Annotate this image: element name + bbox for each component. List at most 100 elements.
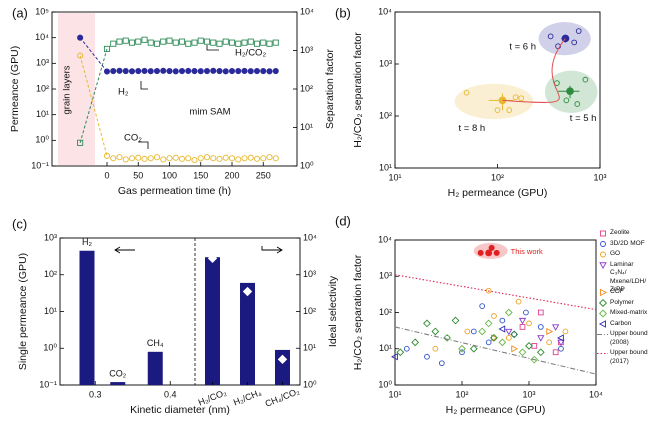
point	[210, 39, 217, 46]
point	[479, 303, 486, 309]
point	[172, 68, 179, 75]
legend-label: Laminar C₃N₄/ Mxene/LDH/ ZrPP	[610, 260, 647, 294]
point	[411, 338, 420, 347]
this-work-bead	[477, 249, 484, 256]
panel-label: (d)	[335, 213, 351, 228]
point	[116, 67, 123, 74]
point	[511, 345, 519, 353]
y-tick-label: 10¹	[36, 109, 49, 119]
legend-label: Zeolite	[610, 229, 630, 236]
y-tick-label: 10¹	[379, 343, 392, 353]
point	[178, 68, 186, 75]
plot-frame	[394, 239, 597, 386]
y2-tick-label: 10³	[303, 269, 316, 279]
y-tick-label: 10⁻¹	[39, 379, 57, 389]
point	[260, 39, 267, 46]
point	[241, 155, 248, 162]
point	[203, 154, 211, 161]
y-tick-label: 10³	[36, 58, 49, 68]
y-tick-label: 10²	[44, 269, 57, 279]
point	[491, 334, 498, 342]
point	[515, 298, 522, 305]
x-tick-label: 10³	[593, 172, 606, 182]
point	[241, 67, 248, 74]
point	[241, 39, 248, 46]
point	[574, 101, 581, 107]
point	[547, 33, 554, 40]
x-tick-label: H₂/CH₄	[232, 387, 263, 407]
x-tick-label: 10²	[455, 389, 468, 399]
point	[505, 334, 512, 341]
point	[216, 68, 223, 75]
panel-label: (c)	[12, 216, 27, 231]
y2-tick-label: 10²	[300, 83, 313, 93]
point	[552, 324, 560, 331]
point	[147, 68, 154, 75]
point	[185, 40, 192, 47]
y-tick-label: 10³	[379, 271, 392, 281]
point	[563, 97, 570, 104]
this-work-point	[485, 249, 493, 257]
x-tick-label: 0	[104, 170, 109, 180]
point	[253, 155, 261, 162]
axis-arrow	[261, 246, 283, 254]
y-tick-label: 10³	[379, 58, 392, 68]
point	[525, 342, 533, 350]
point	[491, 313, 497, 319]
point	[505, 328, 513, 336]
axis-arrow	[114, 246, 135, 254]
group-label: t = 6 h	[509, 41, 536, 52]
point	[562, 328, 569, 335]
series-label: CO₂	[124, 133, 142, 144]
y2-tick-label: 10⁴	[300, 6, 314, 16]
point	[582, 76, 589, 83]
legend-marker	[598, 309, 608, 318]
point	[185, 67, 192, 74]
y2-tick-label: 10⁰	[303, 379, 317, 389]
point	[260, 155, 267, 162]
y2-axis-label: Separation factor	[324, 49, 336, 129]
y-tick-label: 10¹	[379, 162, 392, 172]
point	[135, 68, 142, 75]
group-label: t = 5 h	[570, 113, 597, 124]
point	[463, 89, 470, 96]
point	[253, 40, 261, 47]
point	[470, 328, 477, 335]
point	[197, 68, 204, 75]
point	[166, 37, 173, 44]
bar-label: CH₄	[147, 338, 164, 348]
legend-label: Carbon	[610, 319, 632, 327]
legend-label: Mixed-matrix	[610, 309, 648, 316]
bar	[110, 382, 126, 385]
point	[103, 152, 111, 159]
point	[438, 360, 445, 367]
point	[160, 67, 167, 74]
point	[519, 324, 526, 330]
x-tick-label: 250	[256, 170, 271, 180]
point	[147, 155, 154, 162]
point	[571, 39, 578, 46]
point	[432, 345, 439, 352]
point	[247, 38, 254, 45]
point	[235, 156, 242, 163]
y-tick-label: 10¹	[44, 306, 57, 316]
point	[272, 155, 279, 162]
y-axis-label: H₂/CO₂ separation factor	[352, 254, 364, 370]
point	[166, 155, 173, 162]
point	[235, 68, 242, 75]
point	[228, 155, 236, 162]
bar	[240, 282, 255, 385]
y2-tick-label: 10¹	[300, 122, 313, 132]
series-label: H₂	[118, 87, 129, 98]
point	[512, 94, 519, 101]
point	[498, 338, 507, 347]
legend-marker	[600, 241, 606, 247]
point	[485, 339, 492, 346]
point	[431, 327, 440, 336]
bar-label: H₂	[82, 237, 92, 247]
x-tick-label: 50	[133, 170, 143, 180]
point	[116, 154, 123, 161]
point	[141, 155, 148, 162]
point	[552, 349, 559, 356]
